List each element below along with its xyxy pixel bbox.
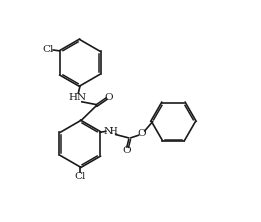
- Text: Cl: Cl: [42, 45, 54, 54]
- Text: O: O: [137, 129, 146, 138]
- Text: Cl: Cl: [74, 172, 86, 181]
- Text: HN: HN: [68, 93, 86, 102]
- Text: O: O: [123, 146, 131, 155]
- Text: H: H: [109, 127, 117, 136]
- Text: N: N: [104, 127, 113, 136]
- Text: O: O: [104, 93, 113, 102]
